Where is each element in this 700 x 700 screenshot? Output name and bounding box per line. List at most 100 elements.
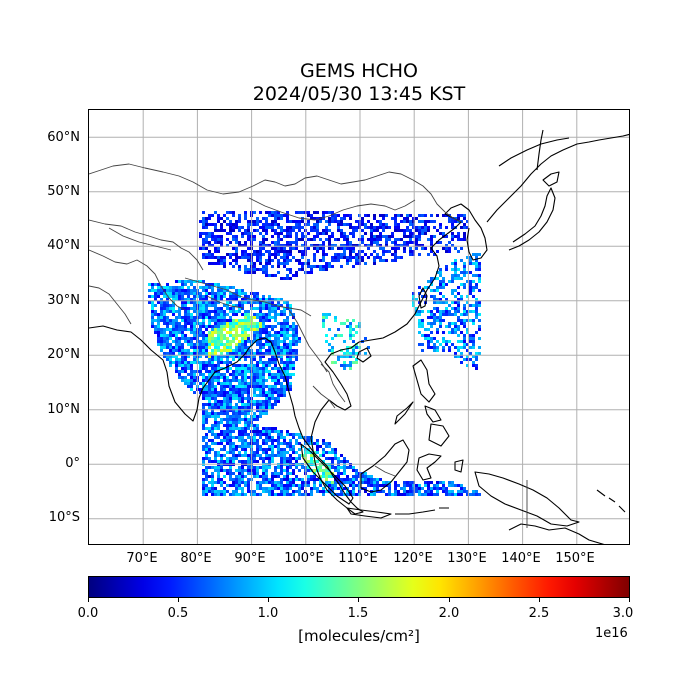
hcho-pixel — [220, 367, 223, 370]
hcho-pixel — [229, 388, 232, 391]
hcho-pixel — [322, 439, 325, 442]
hcho-pixel — [463, 271, 466, 274]
hcho-pixel — [451, 343, 454, 346]
hcho-pixel — [232, 424, 235, 427]
hcho-pixel — [211, 406, 214, 409]
hcho-pixel — [205, 337, 208, 340]
hcho-pixel — [430, 490, 433, 493]
hcho-pixel — [397, 238, 400, 241]
hcho-pixel — [295, 223, 298, 226]
hcho-pixel — [154, 283, 157, 286]
hcho-pixel — [211, 367, 214, 370]
hcho-pixel — [379, 220, 382, 223]
hcho-pixel — [232, 385, 235, 388]
hcho-pixel — [280, 487, 283, 490]
hcho-pixel — [313, 265, 316, 268]
hcho-pixel — [187, 367, 190, 370]
hcho-pixel — [211, 370, 214, 373]
hcho-pixel — [160, 319, 163, 322]
hcho-pixel — [181, 337, 184, 340]
hcho-pixel — [388, 250, 391, 253]
hcho-pixel — [259, 304, 262, 307]
hcho-pixel — [442, 331, 445, 334]
hcho-pixel — [184, 298, 187, 301]
hcho-pixel — [166, 343, 169, 346]
hcho-pixel — [262, 298, 265, 301]
hcho-pixel — [394, 226, 397, 229]
hcho-pixel — [478, 493, 481, 496]
hcho-pixel — [229, 433, 232, 436]
hcho-pixel — [439, 343, 442, 346]
hcho-pixel — [247, 322, 250, 325]
hcho-pixel — [172, 295, 175, 298]
hcho-pixel — [208, 457, 211, 460]
hcho-pixel — [286, 235, 289, 238]
hcho-pixel — [280, 313, 283, 316]
hcho-pixel — [472, 364, 475, 367]
hcho-pixel — [223, 475, 226, 478]
hcho-pixel — [223, 256, 226, 259]
hcho-pixel — [202, 469, 205, 472]
hcho-pixel — [352, 229, 355, 232]
hcho-pixel — [400, 229, 403, 232]
hcho-pixel — [445, 268, 448, 271]
hcho-pixel — [232, 442, 235, 445]
hcho-pixel — [349, 346, 352, 349]
hcho-pixel — [436, 490, 439, 493]
hcho-pixel — [208, 466, 211, 469]
hcho-pixel — [244, 451, 247, 454]
hcho-pixel — [469, 259, 472, 262]
hcho-pixel — [211, 358, 214, 361]
hcho-pixel — [262, 265, 265, 268]
hcho-pixel — [322, 229, 325, 232]
hcho-pixel — [244, 211, 247, 214]
hcho-pixel — [292, 256, 295, 259]
hcho-pixel — [211, 328, 214, 331]
hcho-pixel — [244, 334, 247, 337]
hcho-pixel — [214, 256, 217, 259]
hcho-pixel — [220, 343, 223, 346]
hcho-pixel — [226, 355, 229, 358]
hcho-pixel — [289, 271, 292, 274]
hcho-pixel — [328, 466, 331, 469]
hcho-pixel — [274, 340, 277, 343]
hcho-pixel — [310, 493, 313, 496]
hcho-pixel — [193, 382, 196, 385]
hcho-pixel — [256, 295, 259, 298]
hcho-pixel — [202, 388, 205, 391]
hcho-pixel — [385, 250, 388, 253]
hcho-pixel — [259, 433, 262, 436]
hcho-pixel — [163, 328, 166, 331]
hcho-pixel — [478, 280, 481, 283]
hcho-pixel — [307, 211, 310, 214]
hcho-pixel — [292, 220, 295, 223]
hcho-pixel — [463, 235, 466, 238]
hcho-pixel — [349, 352, 352, 355]
hcho-pixel — [235, 487, 238, 490]
hcho-pixel — [475, 307, 478, 310]
hcho-pixel — [406, 490, 409, 493]
hcho-pixel — [331, 220, 334, 223]
hcho-pixel — [193, 358, 196, 361]
hcho-pixel — [172, 340, 175, 343]
hcho-pixel — [436, 241, 439, 244]
hcho-pixel — [247, 445, 250, 448]
hcho-pixel — [220, 376, 223, 379]
hcho-pixel — [259, 349, 262, 352]
hcho-pixel — [346, 487, 349, 490]
hcho-pixel — [256, 493, 259, 496]
hcho-pixel — [223, 310, 226, 313]
hcho-pixel — [247, 472, 250, 475]
hcho-pixel — [292, 451, 295, 454]
hcho-pixel — [391, 253, 394, 256]
hcho-pixel — [298, 457, 301, 460]
hcho-pixel — [277, 223, 280, 226]
hcho-pixel — [208, 460, 211, 463]
hcho-pixel — [247, 394, 250, 397]
hcho-pixel — [472, 493, 475, 496]
hcho-pixel — [280, 310, 283, 313]
hcho-pixel — [241, 256, 244, 259]
hcho-pixel — [208, 250, 211, 253]
hcho-pixel — [340, 334, 343, 337]
hcho-pixel — [415, 238, 418, 241]
